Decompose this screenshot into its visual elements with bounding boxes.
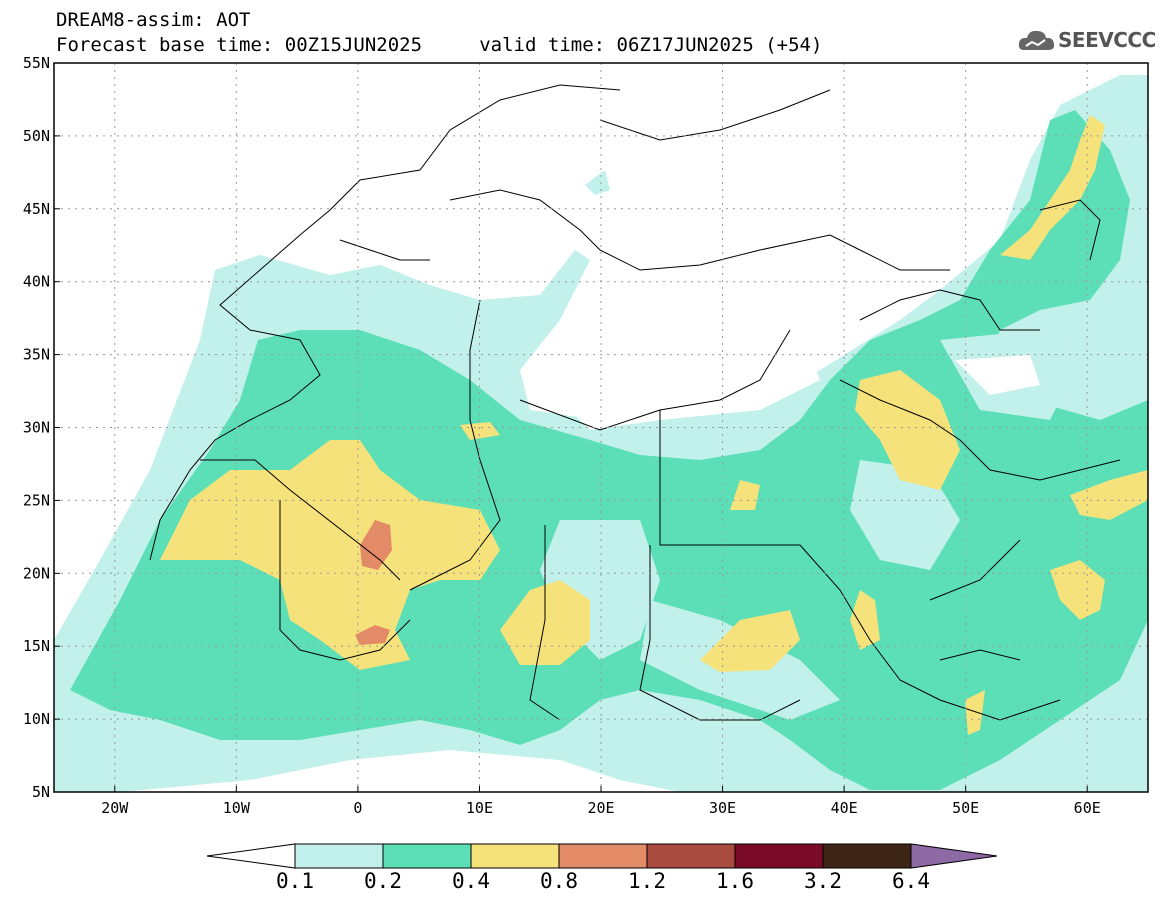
aot-band-0.4-0.8 [160, 440, 500, 670]
aot-band-0.4-0.8 [1050, 560, 1105, 620]
lon-tick-label: 20E [587, 799, 614, 817]
aot-band-0.4-0.8 [460, 422, 500, 440]
map-title: DREAM8-assim: AOT [56, 9, 251, 31]
colorbar-tick-label: 3.2 [804, 869, 842, 893]
lat-tick-label: 45N [23, 200, 50, 218]
forecast-time-line: Forecast base time: 00Z15JUN2025 valid t… [56, 34, 823, 56]
aot-band-0.4-0.8 [965, 690, 985, 735]
lon-tick-label: 10E [466, 799, 493, 817]
aot-band-0.8-1.2 [355, 625, 390, 645]
colorbar-tick-label: 0.1 [276, 869, 314, 893]
colorbar-tick-label: 6.4 [892, 869, 930, 893]
latitude-labels: 55N 50N 45N 40N 35N 30N 25N 20N 15N 10N 5N [23, 54, 60, 801]
aot-band-0.4-0.8 [1000, 115, 1105, 260]
lon-tick-label: 30E [709, 799, 736, 817]
lat-tick-label: 30N [23, 419, 50, 437]
colorbar-swatch [822, 843, 912, 869]
lat-tick-label: 15N [23, 637, 50, 655]
aot-band-0.4-0.8 [850, 590, 880, 650]
colorbar-tick-label: 0.8 [540, 869, 578, 893]
colorbar-swatch [470, 843, 560, 869]
lon-tick-label: 0 [353, 799, 362, 817]
aot-band-0.1-0.2 [585, 170, 610, 195]
lon-tick-label: 50E [952, 799, 979, 817]
lat-tick-label: 50N [23, 127, 50, 145]
lat-tick-label: 5N [32, 783, 50, 801]
lon-tick-label: 20W [101, 799, 129, 817]
aot-band-0.4-0.8 [730, 480, 760, 510]
colorbar-swatch [294, 843, 384, 869]
lon-tick-label: 60E [1074, 799, 1101, 817]
lon-tick-label: 40E [831, 799, 858, 817]
colorbar-swatch [646, 843, 736, 869]
logo-text: SEEVCCC [1058, 28, 1156, 52]
aot-band-0.4-0.8 [700, 610, 800, 672]
country-borders [149, 84, 1121, 721]
lat-tick-label: 40N [23, 273, 50, 291]
colorbar-swatch [734, 843, 824, 869]
lat-tick-label: 20N [23, 564, 50, 582]
colorbar-swatch [558, 843, 648, 869]
lat-tick-label: 25N [23, 491, 50, 509]
colorbar-tick-label: 0.4 [452, 869, 490, 893]
colorbar-lower-extend [206, 843, 296, 869]
aot-band-0.8-1.2 [360, 520, 392, 570]
seevccc-logo: SEEVCCC [1018, 26, 1156, 56]
aot-band-0.4-0.8 [1070, 470, 1148, 520]
lat-tick-label: 55N [23, 54, 50, 72]
colorbar [206, 843, 998, 869]
colorbar-upper-extend [910, 843, 998, 869]
colorbar-tick-label: 1.6 [716, 869, 754, 893]
colorbar-tick-label: 0.2 [364, 869, 402, 893]
lat-tick-label: 10N [23, 710, 50, 728]
colorbar-tick-label: 1.2 [628, 869, 666, 893]
longitude-labels: 20W 10W 0 10E 20E 30E 40E 50E 60E [101, 786, 1101, 817]
cloud-icon [1018, 30, 1055, 50]
graticule [54, 63, 1148, 792]
colorbar-swatch [382, 843, 472, 869]
lat-tick-label: 35N [23, 346, 50, 364]
lon-tick-label: 10W [223, 799, 251, 817]
